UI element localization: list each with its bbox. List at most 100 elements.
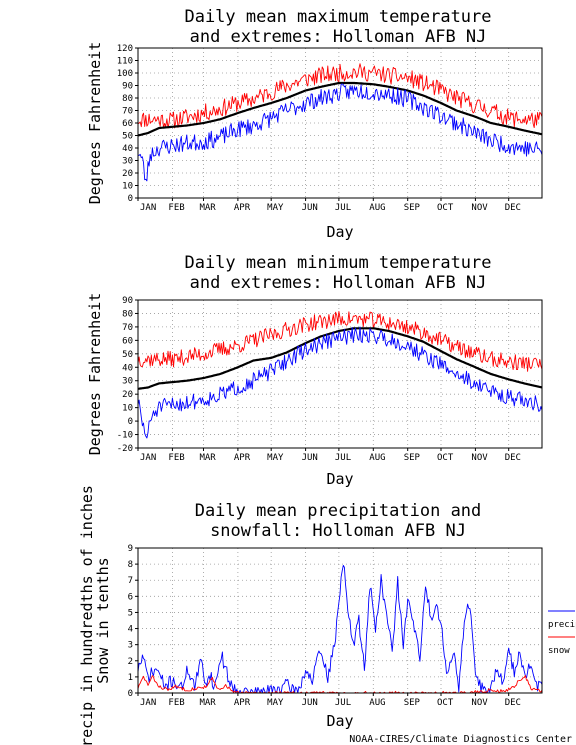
x-tick-label-oct: OCT	[437, 698, 454, 708]
x-tick-label-jan: JAN	[140, 453, 156, 463]
y-tick-label: 120	[117, 44, 133, 54]
series-line-3	[137, 83, 543, 182]
x-tick-label-apr: APR	[234, 203, 251, 213]
x-tick-label-nov: NOV	[471, 203, 488, 213]
legend-label-snow: snow	[548, 646, 570, 656]
y-axis-label: Precip in hundredths of inches	[78, 485, 96, 745]
x-axis-label: Day	[326, 223, 353, 241]
y-tick-label: 9	[128, 544, 133, 554]
x-tick-label-apr: APR	[234, 453, 251, 463]
y-tick-label: 70	[122, 323, 133, 333]
y-axis-label: Degrees Fahrenheit	[86, 293, 104, 456]
x-tick-label-jan: JAN	[140, 203, 156, 213]
y-tick-label: 0	[128, 194, 133, 204]
y-tick-label: 70	[122, 107, 133, 117]
y-tick-label: 10	[122, 404, 133, 414]
series-line-1	[137, 63, 543, 129]
y-tick-label: 60	[122, 119, 133, 129]
y-tick-label: 30	[122, 157, 133, 167]
y-tick-label: 30	[122, 377, 133, 387]
plot-frame	[137, 547, 543, 694]
x-tick-label-dec: DEC	[505, 698, 521, 708]
y-tick-label: 50	[122, 350, 133, 360]
y-tick-label: 40	[122, 144, 133, 154]
x-tick-label-may: MAY	[267, 203, 284, 213]
y-tick-label: 2	[128, 657, 133, 667]
x-tick-label-sep: SEP	[404, 698, 421, 708]
y-tick-label: 6	[128, 592, 133, 602]
x-tick-label-jun: JUN	[302, 203, 318, 213]
x-axis-label: Day	[326, 470, 353, 488]
series-line-2	[137, 327, 543, 390]
y-tick-label: 100	[117, 69, 133, 79]
y-tick-label: 8	[128, 560, 133, 570]
series-line-1	[137, 564, 543, 694]
x-tick-label-aug: AUG	[369, 698, 385, 708]
x-tick-label-dec: DEC	[505, 453, 521, 463]
chart-title-line-2: snowfall: Holloman AFB NJ	[210, 521, 466, 541]
x-tick-label-may: MAY	[267, 453, 284, 463]
y-tick-label: 4	[128, 625, 133, 635]
y-tick-label: -20	[117, 444, 133, 454]
y-tick-label: 40	[122, 363, 133, 373]
x-tick-label-feb: FEB	[168, 453, 184, 463]
x-tick-label-aug: AUG	[369, 203, 385, 213]
x-tick-label-jun: JUN	[302, 698, 318, 708]
x-tick-label-may: MAY	[267, 698, 284, 708]
y-tick-label: 80	[122, 94, 133, 104]
legend: precip snow	[548, 610, 576, 656]
series-line-3	[137, 326, 543, 439]
y-tick-label: 1	[128, 673, 133, 683]
x-tick-label-jun: JUN	[302, 453, 318, 463]
y-tick-label: 80	[122, 309, 133, 319]
plot-frame	[137, 299, 543, 449]
x-tick-label-oct: OCT	[437, 203, 454, 213]
x-tick-label-aug: AUG	[369, 453, 385, 463]
y-tick-label: 0	[128, 417, 133, 427]
y-tick-label: 3	[128, 641, 133, 651]
x-tick-label-apr: APR	[234, 698, 251, 708]
series-line-2	[137, 675, 543, 694]
y-tick-label: 10	[122, 182, 133, 192]
y-tick-label: 5	[128, 608, 133, 618]
chart-title-line-2: and extremes: Holloman AFB NJ	[190, 27, 487, 47]
x-tick-label-sep: SEP	[404, 453, 421, 463]
y-tick-label: 50	[122, 132, 133, 142]
y-axis-label: Snow in tenths	[94, 557, 112, 683]
x-tick-label-mar: MAR	[199, 203, 216, 213]
plot-frame	[137, 47, 543, 199]
x-tick-label-mar: MAR	[199, 453, 216, 463]
x-tick-label-dec: DEC	[505, 203, 521, 213]
x-tick-label-nov: NOV	[471, 698, 488, 708]
chart-title-line-1: Daily mean maximum temperature	[184, 7, 491, 27]
y-tick-label: 60	[122, 336, 133, 346]
credit-text: NOAA-CIRES/Climate Diagnostics Center	[349, 734, 572, 745]
x-tick-label-sep: SEP	[404, 203, 421, 213]
y-tick-label: 0	[128, 689, 133, 699]
chart-title-line-1: Daily mean minimum temperature	[184, 253, 491, 273]
x-tick-label-jul: JUL	[335, 203, 351, 213]
x-tick-label-jul: JUL	[335, 698, 351, 708]
y-tick-label: 110	[117, 57, 133, 67]
series-line-1	[137, 311, 543, 372]
y-tick-label: 90	[122, 296, 133, 306]
chart-title-line-1: Daily mean precipitation and	[195, 501, 482, 521]
x-tick-label-nov: NOV	[471, 453, 488, 463]
series-line-2	[137, 81, 543, 137]
x-axis-label: Day	[326, 712, 353, 730]
x-tick-label-jul: JUL	[335, 453, 351, 463]
y-axis-label: Degrees Fahrenheit	[86, 42, 104, 205]
y-tick-label: 90	[122, 82, 133, 92]
y-tick-label: 7	[128, 576, 133, 586]
y-tick-label: 20	[122, 169, 133, 179]
y-tick-label: 20	[122, 390, 133, 400]
x-tick-label-jan: JAN	[140, 698, 156, 708]
x-tick-label-mar: MAR	[199, 698, 216, 708]
chart-title-line-2: and extremes: Holloman AFB NJ	[190, 273, 487, 293]
x-tick-label-oct: OCT	[437, 453, 454, 463]
x-tick-label-feb: FEB	[168, 203, 184, 213]
y-tick-label: -10	[117, 431, 133, 441]
